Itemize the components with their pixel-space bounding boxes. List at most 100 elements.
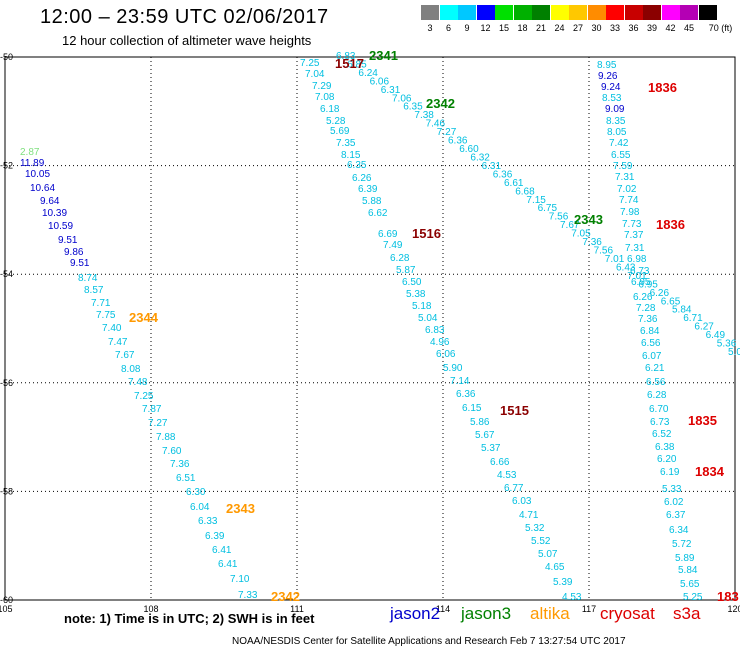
swh-value-mid-a: 6.50 (402, 277, 422, 288)
swh-value-mid-b: 6.35 (403, 102, 423, 113)
swh-value-west: 9.64 (40, 196, 60, 207)
lat-tick-label: -54 (0, 269, 13, 279)
swh-value-east: 6.21 (645, 363, 665, 374)
swh-value-mid-b: 6.31 (381, 85, 401, 96)
swh-value-east: 7.74 (619, 195, 639, 206)
swh-value-east: 6.55 (611, 150, 631, 161)
pass-label: 1516 (412, 226, 441, 241)
swh-value-west: 7.25 (134, 391, 154, 402)
swh-value-mid-b: 7.27 (437, 127, 457, 138)
pass-label: 1836 (656, 217, 685, 232)
legend-swatch (495, 5, 513, 20)
legend-label: 3 (427, 23, 433, 33)
swh-value-mid-b: 6.49 (706, 330, 726, 341)
swh-value-east: 6.52 (652, 429, 672, 440)
swh-value-east: 7.37 (624, 230, 644, 241)
swh-value-mid-b: 6.36 (493, 169, 513, 180)
swh-value-mid-a: 5.37 (481, 443, 501, 454)
legend-swatch (624, 5, 643, 20)
swh-value-east: 8.95 (597, 60, 617, 71)
swh-value-west: 6.39 (205, 531, 225, 542)
swh-value-mid-a: 5.07 (538, 549, 558, 560)
swh-value-west: 11.89 (20, 158, 45, 169)
swh-value-mid-a: 7.04 (305, 69, 325, 80)
legend-swatch (476, 5, 495, 20)
legend-label: 36 (628, 23, 639, 33)
legend-label: 9 (464, 23, 470, 33)
swh-value-east: 6.95 (631, 277, 651, 288)
swh-value-mid-b: 6.24 (358, 68, 378, 79)
satellite-legend-s3a: s3a (673, 604, 701, 623)
swh-value-east: 6.34 (669, 525, 689, 536)
lon-tick-label: 105 (0, 604, 13, 614)
legend-label: 70 (ft) (708, 23, 733, 33)
swh-value-mid-a: 5.04 (418, 313, 438, 324)
swh-value-mid-a: 6.39 (358, 184, 378, 195)
swh-value-east: 5.25 (683, 592, 703, 603)
swh-value-mid-a: 6.18 (320, 104, 340, 115)
satellite-legend-jason2: jason2 (390, 604, 441, 623)
swh-value-east: 9.09 (605, 104, 625, 115)
swh-value-west: 7.33 (238, 590, 258, 601)
swh-value-mid-b: 6.36 (448, 136, 468, 147)
swh-value-mid-b: 6.68 (515, 186, 535, 197)
swh-value-west: 6.41 (218, 559, 238, 570)
legend-label: 24 (554, 23, 565, 33)
swh-value-west: 7.67 (115, 350, 135, 361)
swh-value-mid-b: 6.27 (694, 322, 714, 333)
swh-value-mid-a: 7.08 (315, 92, 335, 103)
swh-value-west: 10.05 (25, 169, 50, 180)
swh-value-east: 5.72 (672, 539, 692, 550)
legend-label: 33 (609, 23, 620, 33)
lon-tick-label: 120 (727, 604, 740, 614)
swh-value-east: 6.37 (666, 510, 686, 521)
swh-value-east: 6.07 (642, 351, 662, 362)
swh-value-west: 10.64 (30, 183, 55, 194)
swh-value-mid-a: 5.67 (475, 430, 495, 441)
swh-value-mid-a: 6.36 (456, 389, 476, 400)
swh-value-east: 6.19 (660, 467, 680, 478)
swh-value-east: 6.70 (649, 404, 669, 415)
swh-value-mid-b: 7.67 (560, 220, 580, 231)
legend-label: 45 (683, 23, 694, 33)
swh-value-east: 6.73 (630, 266, 650, 277)
swh-value-mid-a: 5.90 (443, 363, 463, 374)
swh-value-mid-b: 6.32 (470, 152, 490, 163)
units-note: note: 1) Time is in UTC; 2) SWH is in fe… (64, 611, 315, 626)
swh-value-east: 7.36 (638, 314, 658, 325)
swh-value-west: 7.75 (96, 310, 116, 321)
swh-value-east: 6.02 (664, 497, 684, 508)
swh-value-mid-b: 6.71 (683, 313, 703, 324)
swh-value-east: 7.02 (617, 184, 637, 195)
swh-value-mid-a: 6.06 (436, 349, 456, 360)
swh-value-east: 5.65 (680, 579, 700, 590)
pass-label: 1834 (695, 464, 725, 479)
legend-label: 18 (517, 23, 528, 33)
swh-value-west: 7.36 (170, 459, 190, 470)
swh-value-mid-a: 4.71 (519, 510, 539, 521)
legend-swatch (458, 5, 476, 20)
swh-value-mid-a: 7.29 (312, 81, 332, 92)
credit-line: NOAA/NESDIS Center for Satellite Applica… (232, 636, 626, 647)
swh-value-mid-a: 5.18 (412, 301, 432, 312)
swh-value-mid-b: 7.01 (627, 271, 647, 282)
swh-value-east: 6.26 (633, 292, 653, 303)
swh-value-mid-a: 5.86 (470, 417, 490, 428)
swh-value-mid-b: 7.38 (414, 110, 434, 121)
swh-value-mid-a: 5.69 (330, 126, 350, 137)
swh-value-west: 7.40 (102, 323, 122, 334)
swh-value-west: 7.47 (108, 337, 128, 348)
swh-value-east: 5.84 (678, 565, 698, 576)
swh-value-west: 8.08 (121, 364, 141, 375)
swh-value-mid-a: 5.39 (553, 577, 573, 588)
swh-value-mid-a: 7.49 (383, 240, 403, 251)
legend-label: 6 (445, 23, 451, 33)
pass-label: 1835 (688, 413, 717, 428)
swh-value-east: 5.89 (675, 553, 695, 564)
swh-value-mid-b: 7.06 (392, 93, 412, 104)
swh-value-west: 6.51 (176, 473, 196, 484)
swh-value-mid-b: 5.36 (717, 339, 737, 350)
swh-value-west: 7.48 (128, 377, 148, 388)
map-title: 12:00 – 23:59 UTC 02/06/2017 (40, 6, 329, 28)
